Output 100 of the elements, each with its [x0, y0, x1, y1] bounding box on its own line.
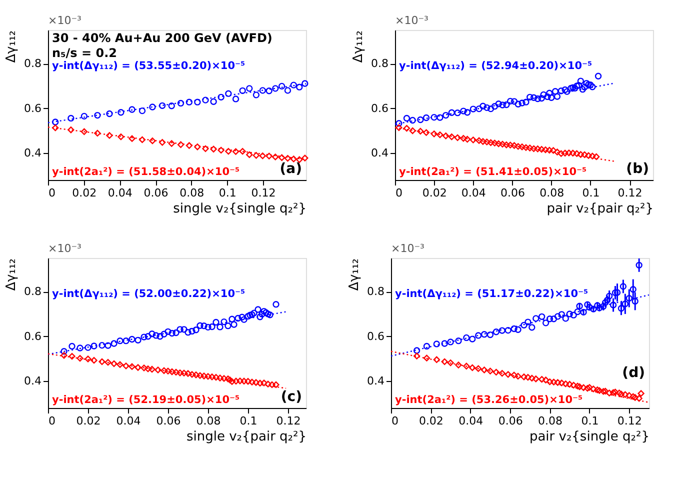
- point: [284, 87, 292, 94]
- point: [200, 372, 208, 380]
- point: [128, 363, 136, 370]
- point: [618, 305, 625, 312]
- point: [272, 85, 279, 92]
- x-tick-label: 0: [392, 414, 398, 428]
- point: [612, 388, 619, 396]
- point: [409, 116, 416, 124]
- point: [585, 152, 592, 159]
- annotation: y-int(2a₁²) = (52.19±0.05)×10⁻⁵: [52, 394, 240, 406]
- point: [562, 315, 569, 322]
- point: [212, 318, 220, 326]
- point: [566, 380, 573, 388]
- point: [463, 362, 470, 370]
- point: [200, 322, 208, 330]
- point: [144, 333, 152, 340]
- point: [210, 146, 217, 152]
- point: [244, 312, 252, 320]
- annotation: y-int(Δγ₁₁₂) = (51.17±0.22)×10⁻⁵: [395, 288, 589, 300]
- point: [491, 140, 498, 146]
- point: [622, 391, 629, 398]
- point: [510, 372, 518, 378]
- point: [225, 148, 232, 155]
- point: [188, 328, 196, 335]
- point: [403, 124, 410, 132]
- point: [448, 109, 456, 116]
- point: [474, 332, 482, 339]
- point: [194, 98, 201, 106]
- point: [510, 325, 518, 332]
- point: [208, 374, 216, 380]
- x-tick-label: 0.1: [218, 186, 236, 200]
- point: [546, 146, 553, 154]
- point: [196, 372, 204, 379]
- point: [256, 380, 264, 386]
- point: [526, 94, 534, 100]
- point: [570, 84, 576, 91]
- point: [264, 310, 272, 318]
- point: [573, 150, 580, 157]
- annotation: (d): [622, 365, 645, 382]
- point: [104, 358, 112, 366]
- point: [491, 103, 498, 110]
- annotation: (b): [626, 161, 649, 177]
- point: [492, 368, 500, 376]
- annotation: y-int(Δγ₁₁₂) = (52.00±0.22)×10⁻⁵: [52, 288, 246, 300]
- point: [296, 84, 303, 90]
- point: [210, 98, 217, 105]
- point: [522, 144, 530, 151]
- point: [268, 381, 276, 388]
- point: [80, 112, 88, 120]
- point: [168, 330, 176, 337]
- point: [476, 105, 482, 112]
- point: [226, 376, 234, 384]
- y-axis-title: Δγ₁₁₂: [347, 258, 362, 291]
- x-tick-label: 0.08: [540, 186, 564, 200]
- x-tick-label: 0.06: [144, 186, 168, 200]
- point: [532, 315, 540, 322]
- point: [554, 379, 562, 386]
- point: [447, 338, 454, 346]
- y-tick-label: 0.8: [24, 57, 42, 70]
- point: [602, 388, 609, 395]
- point: [266, 88, 272, 94]
- point: [486, 331, 494, 338]
- point: [498, 370, 506, 377]
- x-tick-label: 0.08: [196, 414, 221, 428]
- point: [610, 389, 617, 396]
- point: [520, 322, 528, 328]
- point: [580, 308, 587, 316]
- point: [246, 312, 254, 318]
- point: [192, 372, 200, 378]
- annotation: (c): [280, 389, 302, 405]
- x-tick-label: 0: [48, 414, 56, 428]
- point: [538, 146, 545, 153]
- point: [464, 109, 471, 116]
- point: [441, 340, 448, 347]
- annotation: 30 - 40% Au+Au 200 GeV (AVFD): [52, 31, 272, 45]
- point: [60, 348, 68, 355]
- point: [574, 382, 581, 390]
- point: [455, 362, 462, 368]
- point: [272, 154, 279, 160]
- point: [638, 390, 644, 397]
- point: [546, 316, 554, 322]
- point: [586, 384, 593, 391]
- point: [259, 87, 266, 94]
- point: [278, 154, 286, 161]
- point: [542, 376, 550, 384]
- point: [168, 140, 175, 147]
- point: [60, 352, 68, 359]
- x-tick-label: 0.04: [461, 186, 486, 200]
- point: [218, 146, 224, 154]
- point: [110, 360, 118, 368]
- point: [246, 85, 253, 92]
- point: [212, 374, 220, 381]
- point: [610, 302, 617, 308]
- point: [469, 336, 476, 342]
- point: [526, 144, 534, 152]
- point: [250, 310, 258, 316]
- point: [116, 338, 124, 344]
- x-tick-label: 0: [396, 186, 402, 200]
- point: [413, 352, 420, 360]
- point: [492, 328, 500, 336]
